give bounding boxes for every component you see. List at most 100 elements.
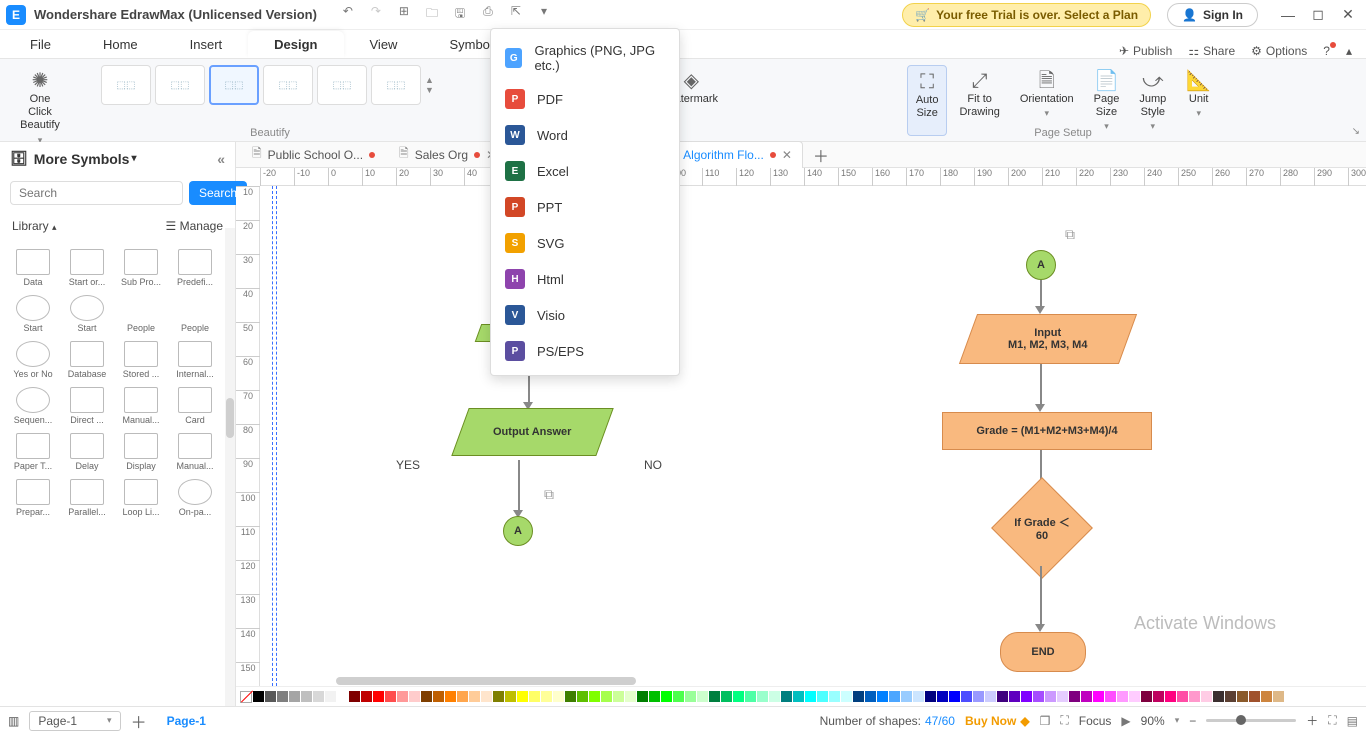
color-swatch[interactable] — [361, 691, 372, 702]
connector[interactable] — [1040, 364, 1042, 406]
guide-line[interactable] — [276, 186, 277, 686]
maximize-button[interactable]: ◻ — [1306, 3, 1330, 27]
color-swatch[interactable] — [889, 691, 900, 702]
search-input[interactable] — [10, 181, 183, 205]
minimize-button[interactable]: — — [1276, 3, 1300, 27]
color-swatch[interactable] — [805, 691, 816, 702]
export-item-ppt[interactable]: PPPT — [491, 189, 679, 225]
export-icon[interactable]: ⇱ — [507, 4, 525, 25]
color-swatch[interactable] — [757, 691, 768, 702]
copy-handle-icon[interactable]: ⧉ — [544, 486, 554, 503]
symbol-cell[interactable]: Parallel... — [60, 475, 114, 521]
color-swatch[interactable] — [517, 691, 528, 702]
symbol-cell[interactable]: Stored ... — [114, 337, 168, 383]
canvas-h-scrollbar[interactable] — [236, 676, 1366, 686]
symbol-cell[interactable]: Internal... — [168, 337, 222, 383]
color-swatch[interactable] — [1237, 691, 1248, 702]
color-swatch[interactable] — [733, 691, 744, 702]
menu-file[interactable]: File — [4, 31, 77, 58]
color-swatch[interactable] — [529, 691, 540, 702]
symbol-cell[interactable]: Direct ... — [60, 383, 114, 429]
flowshape-process[interactable]: Grade = (M1+M2+M3+M4)/4 — [942, 412, 1152, 450]
buy-now-button[interactable]: Buy Now ◆ — [965, 714, 1030, 728]
color-swatch[interactable] — [817, 691, 828, 702]
color-swatch[interactable] — [1057, 691, 1068, 702]
color-swatch[interactable] — [373, 691, 384, 702]
manage-button[interactable]: ☰ Manage — [166, 219, 223, 233]
share-button[interactable]: ⚏Share — [1188, 44, 1235, 58]
color-swatch[interactable] — [265, 691, 276, 702]
color-swatch[interactable] — [913, 691, 924, 702]
connector[interactable] — [1040, 280, 1042, 308]
one-click-beautify-button[interactable]: ✺ One Click Beautify ▾ — [10, 65, 70, 149]
page-size-button[interactable]: 📄Page Size▾ — [1086, 65, 1128, 136]
color-swatch[interactable] — [661, 691, 672, 702]
color-swatch[interactable] — [1153, 691, 1164, 702]
flowshape-connector-a2[interactable]: A — [1026, 250, 1056, 280]
drawing-canvas[interactable]: Output Answer YES NO A ⧉ ⧉ A Input M1, M… — [260, 186, 1366, 686]
color-swatch[interactable] — [1213, 691, 1224, 702]
export-item-html[interactable]: HHtml — [491, 261, 679, 297]
menu-home[interactable]: Home — [77, 31, 164, 58]
export-item-excel[interactable]: EExcel — [491, 153, 679, 189]
publish-button[interactable]: ✈Publish — [1119, 44, 1172, 58]
theme-scroll[interactable]: ▲▼ — [425, 65, 439, 105]
symbol-cell[interactable]: Database — [60, 337, 114, 383]
color-swatch[interactable] — [673, 691, 684, 702]
color-swatch[interactable] — [973, 691, 984, 702]
guide-line[interactable] — [272, 186, 273, 686]
color-swatch[interactable] — [577, 691, 588, 702]
color-swatch[interactable] — [829, 691, 840, 702]
help-button[interactable]: ? — [1323, 44, 1330, 58]
export-item-svg[interactable]: SSVG — [491, 225, 679, 261]
symbol-cell[interactable]: Manual... — [114, 383, 168, 429]
symbol-cell[interactable]: On-pa... — [168, 475, 222, 521]
connector[interactable] — [518, 460, 520, 510]
color-swatch[interactable] — [469, 691, 480, 702]
color-swatch[interactable] — [433, 691, 444, 702]
symbol-cell[interactable]: Yes or No — [6, 337, 60, 383]
color-swatch[interactable] — [1021, 691, 1032, 702]
color-swatch[interactable] — [1129, 691, 1140, 702]
symbol-cell[interactable]: Display — [114, 429, 168, 475]
unit-button[interactable]: 📐Unit▾ — [1178, 65, 1219, 136]
color-swatch[interactable] — [1009, 691, 1020, 702]
color-swatch[interactable] — [289, 691, 300, 702]
menu-design[interactable]: Design — [248, 31, 343, 58]
color-swatch[interactable] — [313, 691, 324, 702]
symbol-cell[interactable]: Sub Pro... — [114, 245, 168, 291]
flowshape-decision[interactable]: If Grade ＜ 60 — [991, 477, 1093, 579]
color-swatch[interactable] — [1105, 691, 1116, 702]
color-swatch[interactable] — [277, 691, 288, 702]
zoom-slider[interactable] — [1206, 719, 1296, 722]
h-scroll-thumb[interactable] — [336, 677, 636, 685]
save-icon[interactable]: 🖫 — [451, 4, 469, 25]
menu-insert[interactable]: Insert — [164, 31, 249, 58]
symbol-cell[interactable]: Manual... — [168, 429, 222, 475]
color-swatch[interactable] — [1273, 691, 1284, 702]
color-swatch[interactable] — [1261, 691, 1272, 702]
sign-in-button[interactable]: 👤 Sign In — [1167, 3, 1258, 27]
orientation-button[interactable]: 🗎Orientation▾ — [1012, 65, 1082, 136]
export-item-pdf[interactable]: PPDF — [491, 81, 679, 117]
collapse-ribbon-button[interactable]: ▴ — [1346, 44, 1352, 58]
color-swatch[interactable] — [745, 691, 756, 702]
page-setup-launcher[interactable]: ↘ — [1352, 126, 1360, 137]
symbol-cell[interactable]: Sequen... — [6, 383, 60, 429]
color-swatch[interactable] — [901, 691, 912, 702]
flowshape-connector-a[interactable]: A — [503, 516, 533, 546]
color-swatch[interactable] — [949, 691, 960, 702]
color-swatch[interactable] — [397, 691, 408, 702]
close-button[interactable]: ✕ — [1336, 3, 1360, 27]
color-swatch[interactable] — [325, 691, 336, 702]
zoom-slider-thumb[interactable] — [1236, 715, 1246, 725]
color-swatch[interactable] — [445, 691, 456, 702]
flowshape-terminator[interactable]: END — [1000, 632, 1086, 672]
color-swatch[interactable] — [385, 691, 396, 702]
color-swatch[interactable] — [625, 691, 636, 702]
flowshape-input[interactable]: Input M1, M2, M3, M4 — [959, 314, 1137, 364]
color-swatch[interactable] — [841, 691, 852, 702]
color-swatch[interactable] — [925, 691, 936, 702]
color-swatch[interactable] — [769, 691, 780, 702]
color-swatch[interactable] — [1045, 691, 1056, 702]
